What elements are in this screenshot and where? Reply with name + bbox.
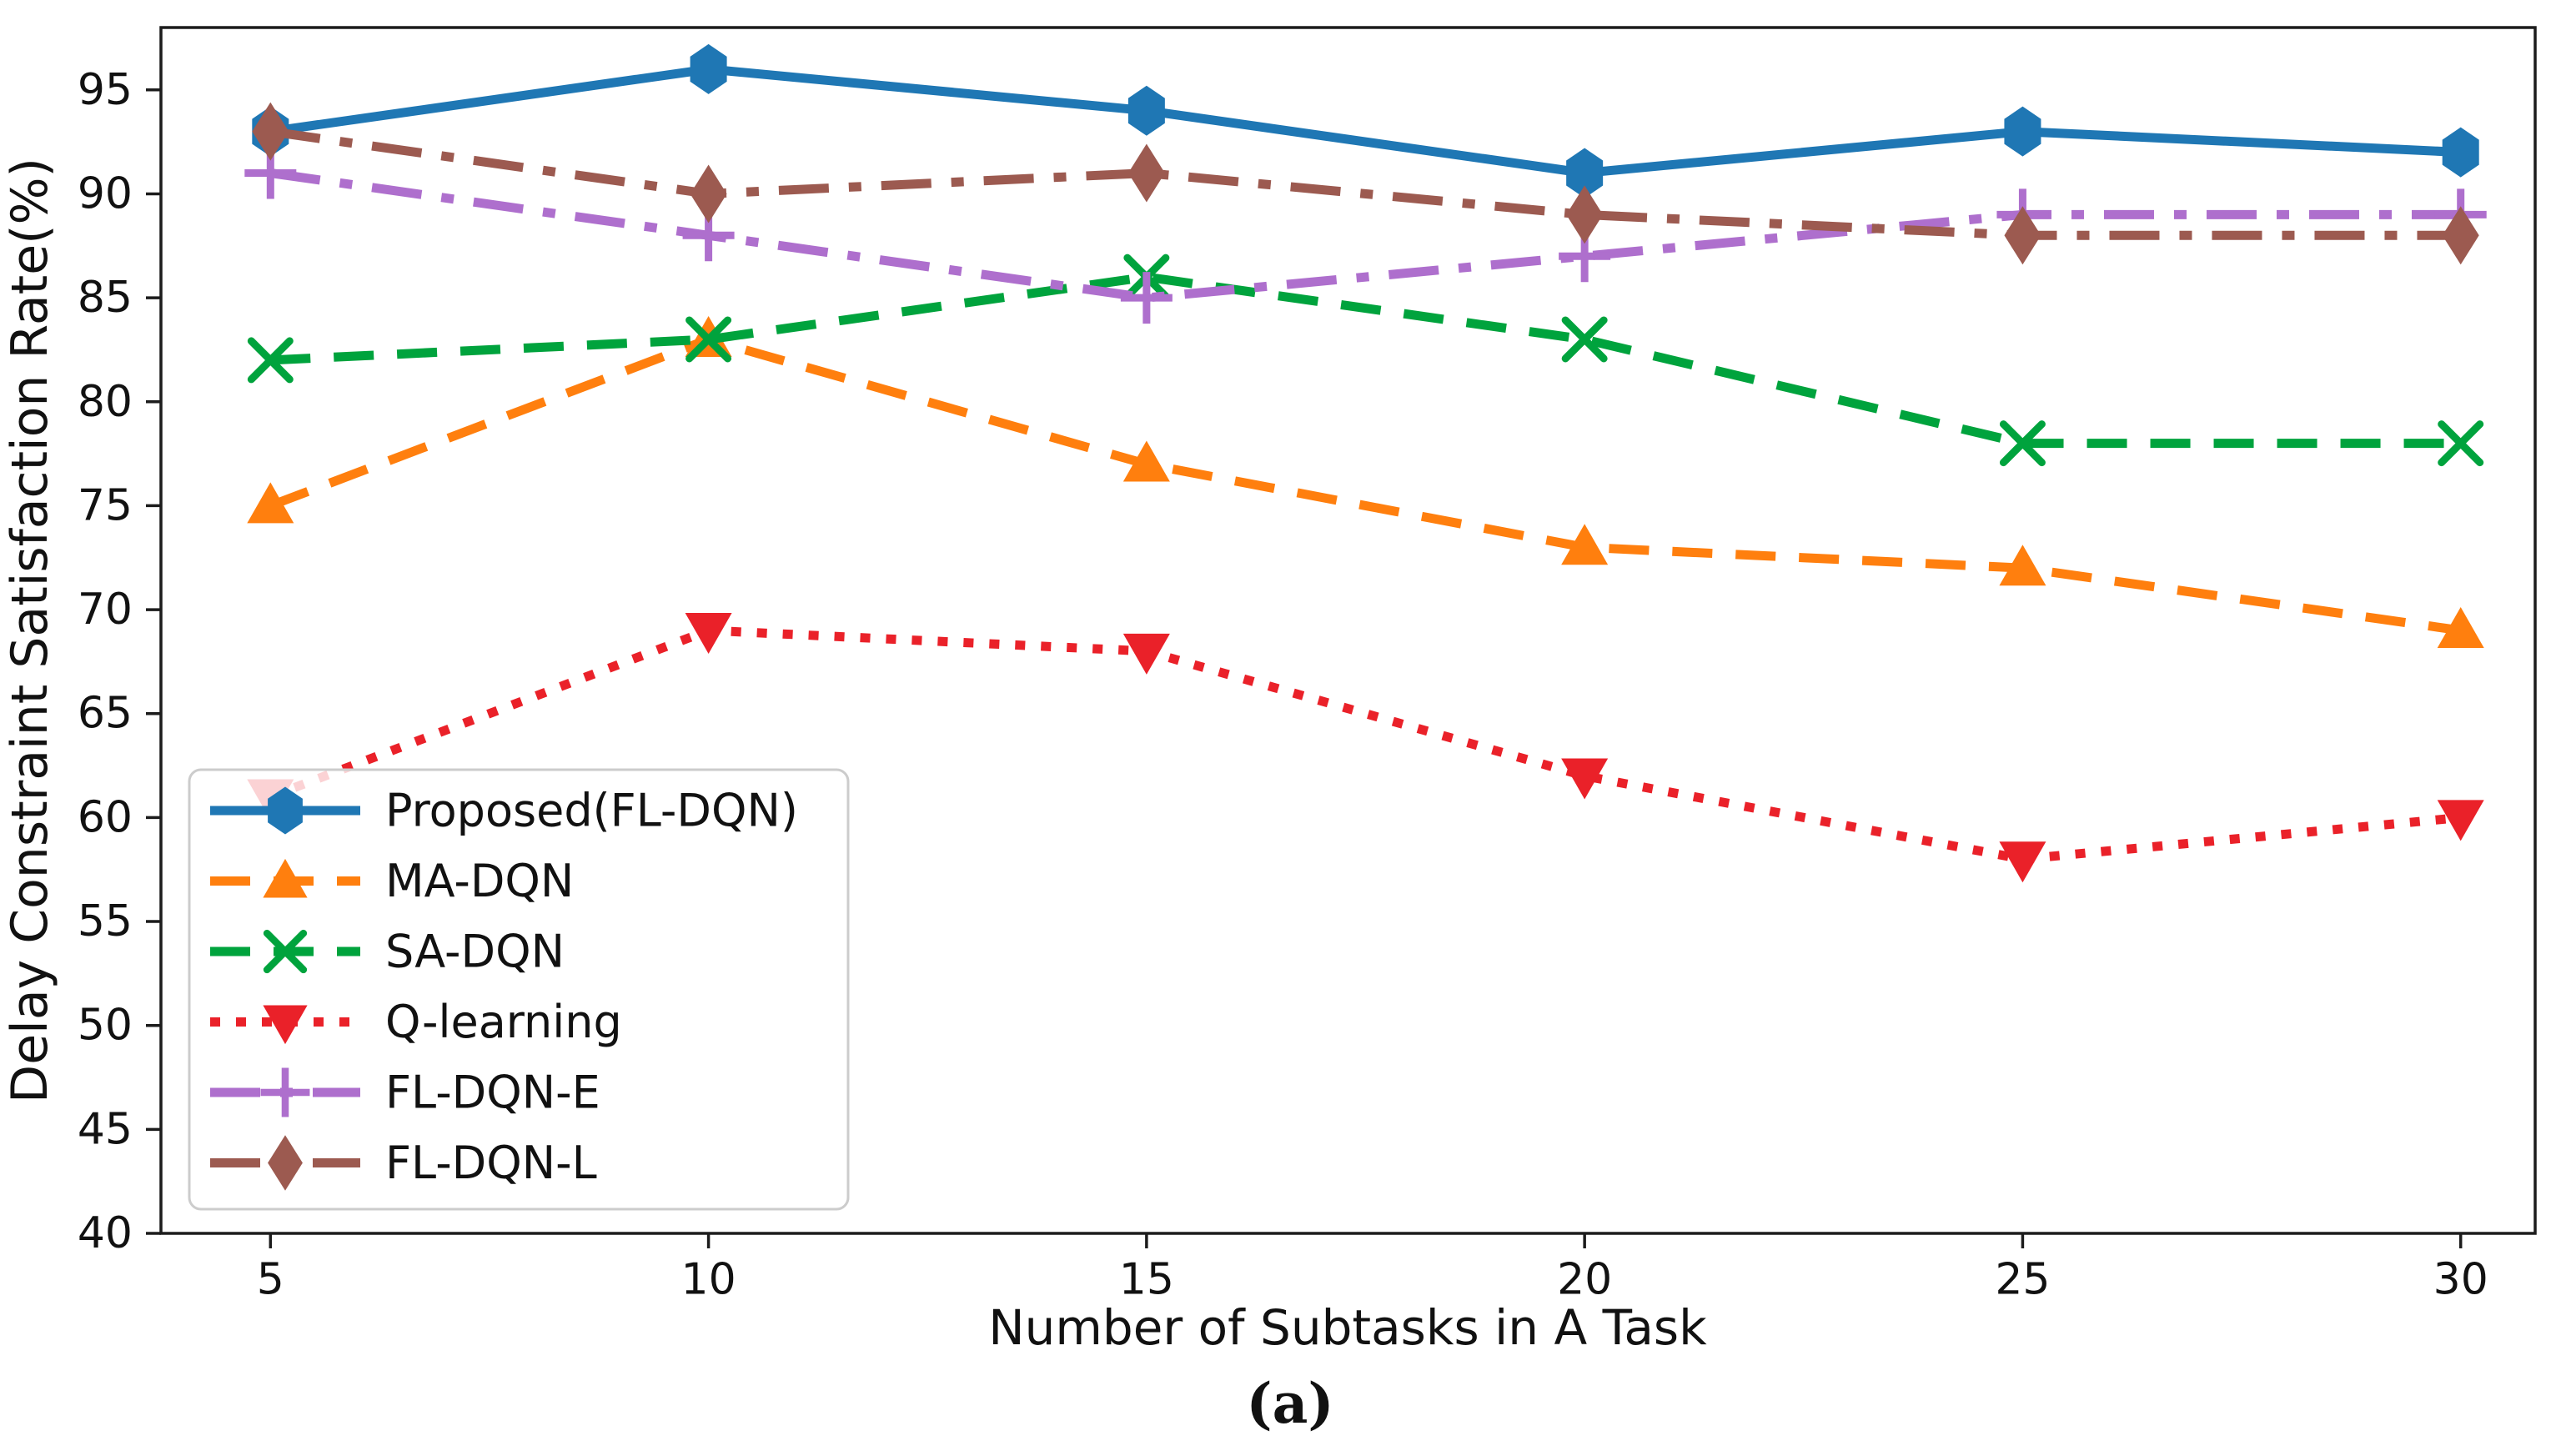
series-line	[270, 272, 2461, 449]
hexagon-marker	[2442, 127, 2479, 178]
triangle-down-marker	[2437, 800, 2484, 841]
hexagon-marker	[1127, 85, 1165, 136]
y-axis-tick-label: 55	[78, 896, 133, 946]
triangle-down-marker	[1122, 633, 1170, 675]
y-axis-title: Delay Constraint Satisfaction Rate(%)	[1, 158, 59, 1103]
series-line	[269, 127, 2461, 240]
triangle-up-marker	[263, 858, 308, 898]
x-cross-marker	[2438, 420, 2484, 467]
x-axis-tick-label: 25	[1995, 1255, 2050, 1305]
legend-item: MA-DQN	[210, 855, 574, 907]
axes: 5 10 15 20 25 30 40 45 50 55 60 65 70 75 80 85 90 95	[78, 65, 2488, 1305]
hexagon-marker	[690, 43, 727, 94]
diamond-thin-marker	[1566, 185, 1604, 244]
series-fl-dqn-l	[252, 102, 2479, 265]
series-line	[269, 64, 2461, 178]
x-axis-tick-label: 15	[1119, 1255, 1174, 1305]
triangle-down-marker	[1561, 758, 1609, 800]
x-cross-marker	[247, 337, 294, 384]
diamond-thin-marker	[1127, 143, 1165, 203]
triangle-up-marker	[2437, 607, 2484, 648]
x-cross-marker	[263, 929, 308, 974]
legend-label: SA-DQN	[385, 926, 565, 978]
x-cross-marker	[685, 316, 732, 363]
triangle-up-marker	[247, 482, 294, 524]
figure-caption: (a)	[1246, 1371, 1333, 1436]
legend-label: MA-DQN	[385, 855, 574, 907]
plot-border	[159, 26, 2537, 1235]
y-axis-tick-label: 95	[78, 65, 133, 115]
legend-label: Proposed(FL-DQN)	[385, 785, 798, 837]
plot-root: 5 10 15 20 25 30 40 45 50 55 60 65 70 75 80 85 90 95 Propo…	[78, 26, 2537, 1305]
series-ma-dqn	[247, 315, 2484, 648]
triangle-up-marker	[1561, 524, 1609, 565]
triangle-up-marker	[1122, 440, 1170, 482]
legend-item: Proposed(FL-DQN)	[210, 785, 798, 837]
y-axis-tick-label: 90	[78, 168, 133, 218]
y-axis-tick-label: 75	[78, 480, 133, 530]
legend-label: Q-learning	[385, 996, 622, 1048]
x-axis-tick-label: 20	[1557, 1255, 1612, 1305]
y-axis-tick-label: 70	[78, 585, 133, 635]
plus-marker	[1120, 272, 1173, 324]
triangle-down-marker	[1999, 841, 2046, 883]
y-axis-tick-label: 80	[78, 377, 133, 427]
diamond-thin-marker	[2442, 206, 2479, 265]
hexagon-marker	[268, 786, 303, 835]
x-axis-tick-label: 10	[681, 1255, 736, 1305]
hexagon-marker	[2004, 106, 2041, 157]
x-axis-title: Number of Subtasks in A Task	[988, 1299, 1707, 1356]
triangle-down-marker	[263, 1005, 308, 1045]
series-line	[269, 625, 2462, 864]
triangle-up-marker	[1999, 545, 2046, 586]
x-cross-marker	[1561, 316, 1608, 363]
legend-item: Q-learning	[210, 996, 622, 1048]
series-line	[269, 334, 2462, 635]
legend-label: FL-DQN-E	[385, 1067, 600, 1119]
legend-item: SA-DQN	[210, 926, 565, 978]
series-line	[269, 168, 2461, 303]
x-cross-marker	[1999, 420, 2046, 467]
plus-marker	[260, 1067, 310, 1117]
y-axis-tick-label: 85	[78, 273, 133, 323]
diamond-thin-marker	[690, 164, 727, 223]
hexagon-marker	[1566, 148, 1604, 198]
y-axis-tick-label: 65	[78, 689, 133, 739]
diamond-thin-marker	[2004, 206, 2041, 265]
y-axis-tick-label: 45	[78, 1104, 133, 1154]
x-axis-tick-label: 30	[2433, 1255, 2488, 1305]
diamond-thin-marker	[252, 102, 289, 161]
y-axis-tick-label: 50	[78, 1001, 133, 1051]
series-sa-dqn	[247, 254, 2484, 467]
triangle-down-marker	[685, 613, 732, 654]
legend-label: FL-DQN-L	[385, 1137, 597, 1189]
legend-item: FL-DQN-E	[210, 1067, 600, 1119]
y-axis-tick-label: 60	[78, 792, 133, 842]
y-axis-tick-label: 40	[78, 1208, 133, 1258]
legend: Proposed(FL-DQN) MA-DQN SA-DQN Q-learning FL…	[188, 768, 850, 1211]
x-axis-tick-label: 5	[257, 1255, 284, 1305]
